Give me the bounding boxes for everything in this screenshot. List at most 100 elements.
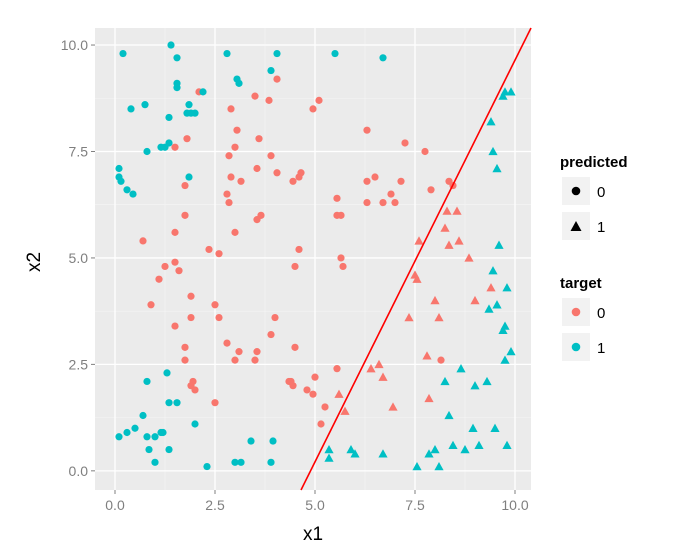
data-point-circle (289, 177, 297, 185)
data-point-triangle (350, 449, 360, 458)
data-point-circle (129, 190, 137, 198)
data-point-circle (321, 403, 329, 411)
major-gridlines (95, 28, 531, 490)
y-tick-label-0: 0.0 (69, 463, 89, 479)
data-point-circle (255, 135, 263, 143)
data-point-circle (145, 445, 153, 454)
x-tick-label-4: 10.0 (501, 497, 528, 513)
data-point-circle (271, 313, 279, 322)
data-point-circle (437, 356, 445, 364)
data-point-circle (173, 54, 181, 62)
data-point-triangle (442, 206, 452, 215)
data-point-triangle (502, 440, 512, 449)
y-tick-label-3: 7.5 (69, 143, 89, 159)
data-point-circle (267, 152, 275, 160)
data-point-circle (163, 369, 171, 377)
data-point-circle (331, 49, 339, 58)
data-point-circle (123, 428, 131, 437)
data-point-triangle (334, 389, 344, 398)
legend-label-target-1: 1 (597, 340, 605, 357)
data-point-triangle (448, 440, 458, 449)
data-point-triangle (492, 300, 502, 309)
data-point-circle (185, 101, 193, 109)
x-tick-label-2: 5.0 (305, 497, 325, 513)
data-point-triangle (424, 449, 434, 458)
legend-label-predicted-0: 0 (597, 184, 605, 201)
data-point-circle (171, 143, 179, 151)
data-point-triangle (474, 440, 484, 449)
data-point-triangle (422, 351, 432, 360)
data-point-circle (317, 420, 325, 428)
data-point-triangle (488, 266, 498, 275)
data-point-triangle (444, 410, 454, 420)
data-point-circle (211, 399, 219, 407)
x-tick-label-0: 0.0 (105, 497, 125, 513)
data-point-triangle (498, 91, 508, 100)
data-point-circle (165, 113, 173, 122)
data-point-circle (269, 437, 277, 445)
legend-circle-icon (571, 186, 581, 196)
data-point-circle (167, 41, 175, 49)
y-tick-label-1: 2.5 (69, 356, 89, 372)
data-point-circle (235, 348, 243, 356)
data-point-circle (139, 237, 147, 245)
data-point-circle (291, 343, 299, 351)
data-point-circle (183, 135, 191, 143)
legend-color-swatch-0 (571, 307, 581, 317)
data-point-triangle (456, 364, 466, 373)
data-point-circle (227, 173, 235, 181)
data-point-triangle (378, 372, 388, 381)
data-point-triangle (440, 376, 450, 386)
data-point-triangle (366, 364, 376, 373)
data-point-circle (215, 250, 223, 258)
data-point-circle (119, 49, 127, 58)
data-point-circle (159, 428, 167, 437)
data-point-triangle (340, 406, 350, 415)
data-point-circle (231, 228, 239, 236)
data-point-circle (131, 424, 139, 432)
data-point-triangle (460, 444, 470, 454)
data-point-triangle (324, 444, 334, 454)
data-point-circle (267, 66, 275, 75)
data-point-circle (165, 445, 173, 454)
data-point-circle (117, 177, 125, 185)
data-point-circle (315, 96, 323, 104)
data-point-triangle (486, 117, 496, 126)
data-point-circle (173, 79, 181, 87)
data-point-triangle (412, 461, 422, 471)
plot-panel (95, 28, 531, 490)
data-point-circle (333, 194, 341, 202)
data-point-circle (333, 365, 341, 373)
data-point-circle (235, 79, 243, 87)
data-point-circle (187, 292, 195, 300)
data-point-circle (171, 322, 179, 330)
data-point-circle (223, 49, 231, 58)
data-point-circle (379, 198, 387, 207)
data-point-circle (253, 348, 261, 356)
data-point-circle (309, 105, 317, 113)
data-point-circle (215, 313, 223, 322)
legend: predicted 0 1 target 0 1 (560, 154, 628, 361)
data-point-circle (161, 143, 169, 151)
data-point-circle (123, 186, 131, 194)
data-point-circle (115, 164, 123, 173)
data-points (115, 41, 516, 471)
data-point-triangle (412, 274, 422, 283)
data-point-circle (391, 198, 399, 207)
data-point-triangle (492, 163, 502, 173)
data-point-circle (141, 101, 149, 109)
legend-label-predicted-1: 1 (597, 219, 605, 236)
data-point-circle (139, 411, 147, 420)
data-point-circle (181, 181, 189, 190)
data-point-circle (225, 152, 233, 160)
data-point-triangle (500, 355, 510, 364)
data-point-triangle (464, 253, 474, 262)
data-point-circle (181, 211, 189, 219)
data-point-triangle (498, 325, 508, 335)
decision-boundary-line (300, 27, 532, 491)
data-point-triangle (490, 423, 500, 432)
data-point-circle (171, 228, 179, 236)
data-point-circle (171, 258, 179, 266)
data-point-circle (363, 198, 371, 207)
